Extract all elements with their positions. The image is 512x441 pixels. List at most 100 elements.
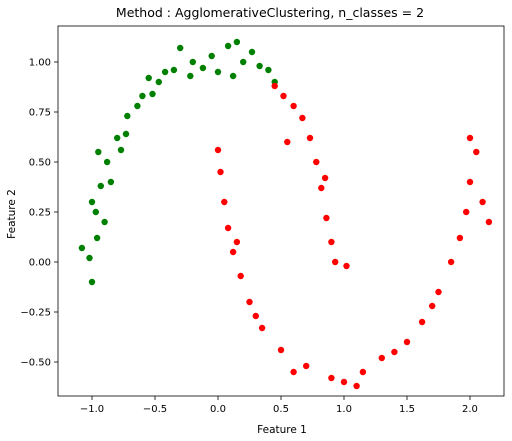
x-tick-label: 1.0 xyxy=(336,404,352,415)
data-point xyxy=(332,258,339,266)
data-point xyxy=(177,44,184,52)
y-axis-label: Feature 2 xyxy=(6,189,18,239)
data-point xyxy=(93,234,101,242)
data-point xyxy=(343,262,350,270)
data-point xyxy=(139,92,146,100)
data-point xyxy=(237,272,244,280)
data-point xyxy=(284,138,291,146)
x-axis-ticks: −1.0 −0.5 0.0 0.5 1.0 1.5 2.0 xyxy=(80,396,478,415)
data-point xyxy=(117,146,125,154)
data-point xyxy=(485,218,493,226)
data-point xyxy=(456,234,464,242)
data-point xyxy=(189,58,196,66)
points-layer xyxy=(78,38,493,390)
data-point xyxy=(280,92,287,100)
data-point xyxy=(229,72,237,80)
data-point xyxy=(321,174,329,182)
data-point xyxy=(473,148,480,156)
data-point xyxy=(134,102,141,110)
data-point xyxy=(277,346,285,354)
data-point xyxy=(240,58,247,66)
data-point xyxy=(328,238,335,246)
data-point xyxy=(466,178,474,186)
x-axis-label: Feature 1 xyxy=(257,424,307,436)
data-point xyxy=(447,258,455,266)
data-point xyxy=(233,238,241,246)
data-point xyxy=(258,324,266,332)
data-point xyxy=(353,382,360,390)
data-point xyxy=(86,254,93,262)
data-point xyxy=(299,114,306,122)
data-point xyxy=(303,362,310,370)
data-point xyxy=(391,348,398,356)
data-point xyxy=(323,214,330,222)
data-point xyxy=(95,148,102,156)
data-point xyxy=(229,248,237,256)
data-point xyxy=(271,82,278,90)
data-point xyxy=(214,146,222,154)
x-tick-label: −0.5 xyxy=(143,404,167,415)
data-point xyxy=(124,112,131,120)
x-tick-label: 0.0 xyxy=(210,404,226,415)
data-point xyxy=(122,130,130,138)
data-point xyxy=(265,66,272,74)
data-point xyxy=(224,224,232,232)
chart-title: Method : AgglomerativeClustering, n_clas… xyxy=(116,5,424,20)
data-point xyxy=(97,182,105,190)
data-point xyxy=(101,218,108,226)
data-point xyxy=(248,48,256,56)
data-point xyxy=(290,102,297,110)
data-point xyxy=(217,168,224,176)
data-point xyxy=(359,368,367,376)
data-point xyxy=(328,374,335,382)
data-point xyxy=(252,312,259,320)
x-tick-label: 1.5 xyxy=(399,404,415,415)
data-point xyxy=(88,278,96,286)
data-point xyxy=(313,158,320,166)
data-point xyxy=(224,42,232,50)
data-point xyxy=(103,158,111,166)
y-axis-ticks: −0.50 −0.25 0.00 0.25 0.50 0.75 1.00 xyxy=(20,58,58,369)
data-point xyxy=(88,198,96,206)
y-tick-label: −0.25 xyxy=(20,308,51,319)
data-point xyxy=(418,318,426,326)
data-point xyxy=(306,134,314,142)
data-point xyxy=(256,62,263,70)
data-point xyxy=(479,198,486,206)
data-point xyxy=(290,368,297,376)
x-tick-label: 2.0 xyxy=(462,404,478,415)
data-point xyxy=(463,208,470,216)
y-tick-label: −0.50 xyxy=(20,358,51,369)
data-point xyxy=(92,208,100,216)
data-point xyxy=(149,90,156,98)
data-point xyxy=(161,68,169,76)
data-point xyxy=(214,68,222,76)
data-point xyxy=(429,302,436,310)
data-point xyxy=(435,288,442,296)
data-point xyxy=(155,78,162,86)
data-point xyxy=(187,72,194,80)
data-point xyxy=(221,198,228,206)
y-tick-label: 0.75 xyxy=(29,108,51,119)
data-point xyxy=(318,184,325,192)
data-point xyxy=(78,244,86,252)
data-point xyxy=(170,66,178,74)
data-point xyxy=(233,38,241,46)
data-point xyxy=(466,134,474,142)
data-point xyxy=(378,354,385,362)
data-point xyxy=(403,338,411,346)
data-point xyxy=(340,378,348,386)
data-point xyxy=(208,52,215,60)
y-tick-label: 0.00 xyxy=(29,258,51,269)
data-point xyxy=(145,74,152,82)
y-tick-label: 0.50 xyxy=(29,158,51,169)
y-tick-label: 0.25 xyxy=(29,208,51,219)
x-tick-label: −1.0 xyxy=(80,404,104,415)
data-point xyxy=(107,178,115,186)
data-point xyxy=(199,64,207,72)
y-tick-label: 1.00 xyxy=(29,58,51,69)
data-point xyxy=(246,298,253,306)
data-point xyxy=(114,134,121,142)
x-tick-label: 0.5 xyxy=(273,404,289,415)
